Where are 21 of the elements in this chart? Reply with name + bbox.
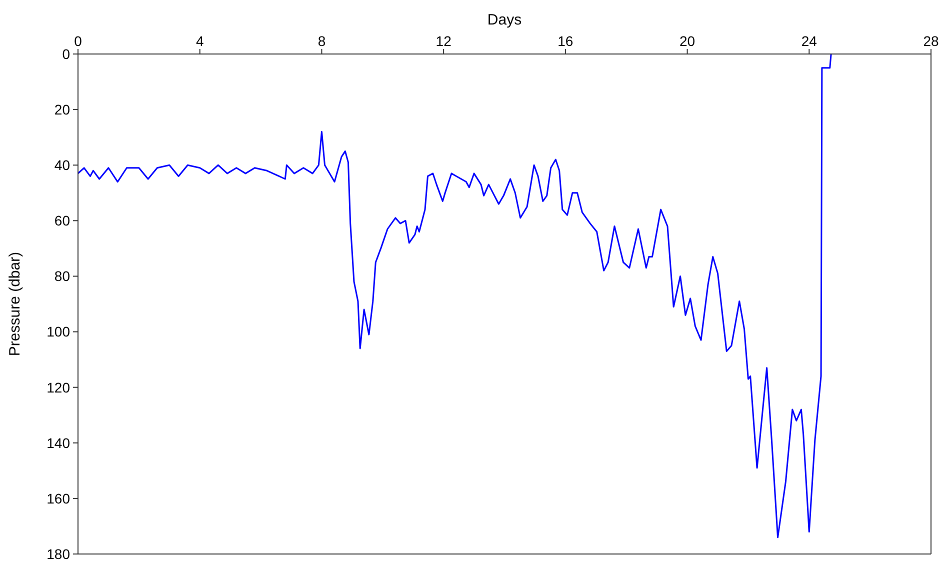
- x-tick-label: 12: [436, 33, 452, 49]
- x-tick-label: 16: [558, 33, 574, 49]
- x-tick-label: 28: [923, 33, 939, 49]
- x-tick-label: 20: [679, 33, 696, 49]
- y-tick-label: 40: [54, 157, 70, 174]
- y-tick-label: 140: [46, 434, 70, 451]
- y-tick-label: 120: [46, 379, 70, 396]
- x-tick-label: 0: [74, 33, 82, 49]
- y-tick-label: 20: [54, 102, 70, 118]
- x-tick-label: 24: [801, 33, 818, 49]
- y-tick-label: 180: [46, 546, 70, 562]
- y-tick-label: 160: [46, 490, 70, 506]
- x-tick-label: 4: [196, 33, 204, 49]
- y-tick-label: 80: [54, 268, 70, 284]
- x-tick-label: 8: [318, 33, 326, 49]
- line-series: [78, 54, 832, 538]
- y-axis-title: Pressure (dbar): [6, 252, 24, 356]
- y-tick-label: 0: [62, 46, 70, 62]
- x-axis-title: Days: [487, 12, 522, 29]
- y-tick-label: 60: [54, 212, 70, 229]
- y-tick-label: 100: [46, 324, 70, 340]
